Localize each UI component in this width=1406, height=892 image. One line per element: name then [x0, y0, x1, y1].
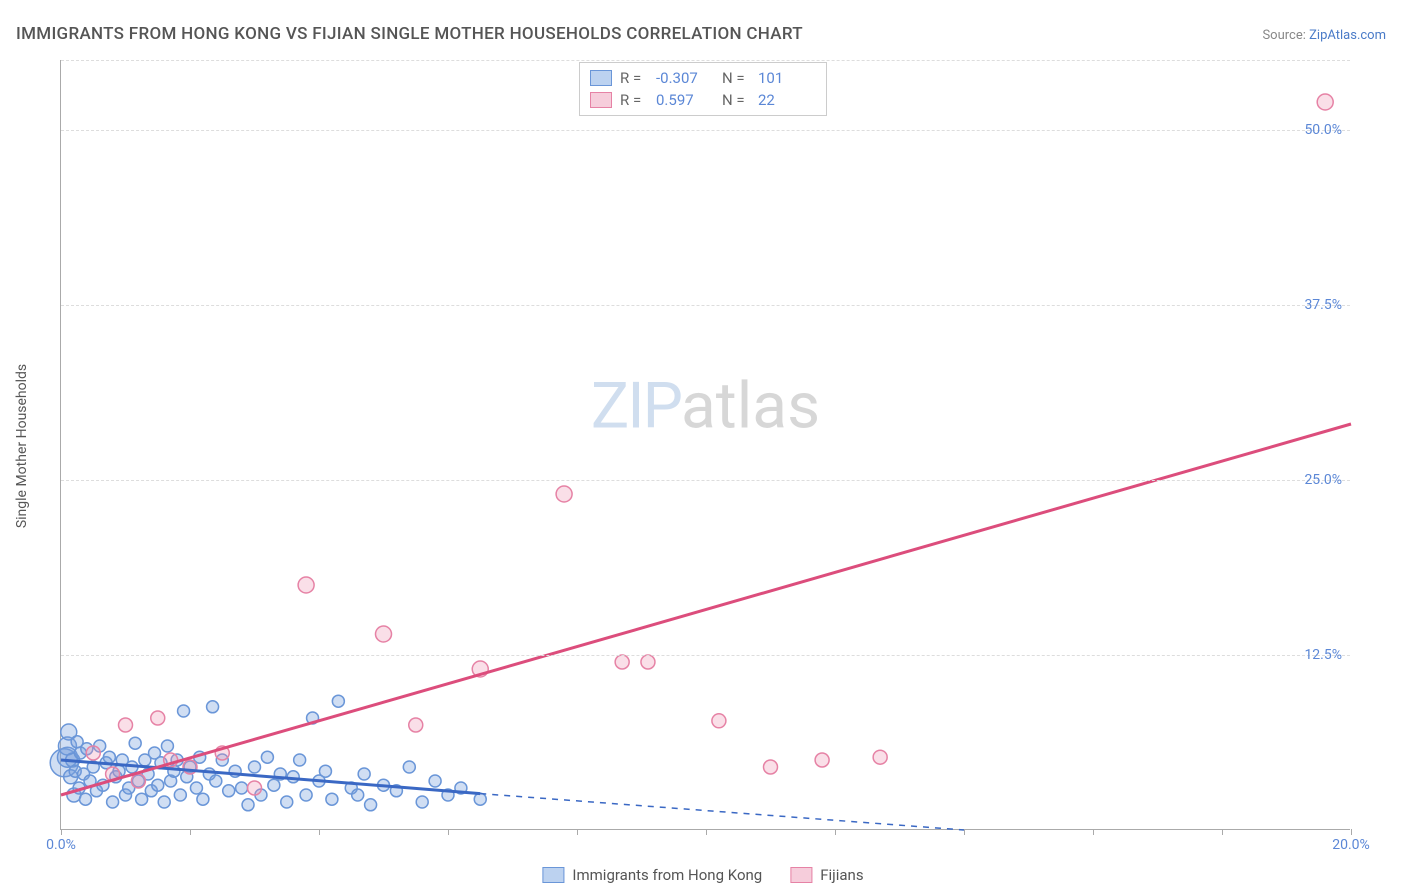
x-tick-label: 20.0% [1332, 837, 1370, 853]
n-value: 101 [758, 69, 816, 87]
scatter-point [119, 718, 133, 732]
scatter-svg [61, 60, 1350, 829]
n-value: 22 [758, 91, 816, 109]
x-tick [61, 829, 62, 835]
scatter-point [641, 655, 655, 669]
scatter-point [207, 701, 219, 713]
scatter-point [815, 753, 829, 767]
scatter-point [210, 775, 222, 787]
scatter-point [712, 714, 726, 728]
x-tick [1222, 829, 1223, 835]
gridline-h [61, 480, 1350, 481]
scatter-point [136, 793, 148, 805]
gridline-h [61, 655, 1350, 656]
trend-line-extrapolated [480, 794, 964, 830]
gridline-h [61, 60, 1350, 61]
legend-swatch [590, 70, 612, 86]
scatter-point [326, 793, 338, 805]
legend-correlation-box: R = -0.307 N = 101 R = 0.597 N = 22 [579, 62, 827, 116]
y-axis-label: Single Mother Households [14, 364, 30, 528]
legend-swatch [590, 92, 612, 108]
x-tick [319, 829, 320, 835]
scatter-point [268, 779, 280, 791]
scatter-point [376, 626, 392, 642]
n-label: N = [722, 91, 750, 109]
chart-title: IMMIGRANTS FROM HONG KONG VS FIJIAN SING… [16, 24, 803, 44]
scatter-point [242, 799, 254, 811]
x-tick [1093, 829, 1094, 835]
r-value: -0.307 [656, 69, 714, 87]
gridline-h [61, 305, 1350, 306]
scatter-point [261, 751, 273, 763]
legend-item: Fijians [790, 866, 863, 884]
x-tick [1351, 829, 1352, 835]
n-label: N = [722, 69, 750, 87]
scatter-point [298, 577, 314, 593]
x-tick [577, 829, 578, 835]
scatter-point [152, 779, 164, 791]
source-attribution: Source: ZipAtlas.com [1262, 28, 1386, 43]
scatter-point [103, 751, 115, 763]
scatter-point [249, 761, 261, 773]
scatter-point [764, 760, 778, 774]
scatter-point [474, 793, 486, 805]
scatter-point [151, 711, 165, 725]
y-tick-label: 12.5% [1304, 647, 1342, 663]
scatter-point [174, 789, 186, 801]
r-value: 0.597 [656, 91, 714, 109]
scatter-point [294, 754, 306, 766]
x-tick [835, 829, 836, 835]
scatter-point [556, 486, 572, 502]
scatter-point [873, 750, 887, 764]
y-tick-label: 25.0% [1304, 472, 1342, 488]
r-label: R = [620, 69, 648, 87]
scatter-point [107, 796, 119, 808]
r-label: R = [620, 91, 648, 109]
scatter-point [248, 781, 262, 795]
x-tick [964, 829, 965, 835]
scatter-point [86, 746, 100, 760]
legend-item: Immigrants from Hong Kong [542, 866, 762, 884]
scatter-point [80, 793, 92, 805]
legend-swatch [790, 867, 812, 883]
gridline-h [61, 130, 1350, 131]
scatter-point [197, 793, 209, 805]
scatter-point [161, 740, 173, 752]
x-tick [190, 829, 191, 835]
y-tick-label: 50.0% [1304, 122, 1342, 138]
scatter-point [365, 799, 377, 811]
scatter-point [403, 761, 415, 773]
scatter-point [129, 737, 141, 749]
plot-area: ZIPatlas 12.5%25.0%37.5%50.0%0.0%20.0% [60, 60, 1350, 830]
scatter-point [358, 768, 370, 780]
scatter-point [158, 796, 170, 808]
scatter-point [409, 718, 423, 732]
scatter-point [1317, 94, 1333, 110]
scatter-point [131, 774, 145, 788]
scatter-point [429, 775, 441, 787]
scatter-point [416, 796, 428, 808]
legend-series: Immigrants from Hong Kong Fijians [542, 866, 863, 884]
scatter-point [332, 695, 344, 707]
source-label: Source: [1262, 28, 1305, 43]
x-tick [448, 829, 449, 835]
source-link[interactable]: ZipAtlas.com [1309, 28, 1386, 43]
scatter-point [281, 796, 293, 808]
scatter-point [178, 705, 190, 717]
x-tick [706, 829, 707, 835]
legend-correlation-row: R = -0.307 N = 101 [590, 67, 816, 89]
scatter-point [300, 789, 312, 801]
scatter-point [190, 782, 202, 794]
y-tick-label: 37.5% [1304, 297, 1342, 313]
scatter-point [223, 785, 235, 797]
legend-correlation-row: R = 0.597 N = 22 [590, 89, 816, 111]
legend-swatch [542, 867, 564, 883]
scatter-point [352, 789, 364, 801]
scatter-point [615, 655, 629, 669]
x-tick-label: 0.0% [46, 837, 76, 853]
scatter-point [319, 765, 331, 777]
legend-label: Immigrants from Hong Kong [572, 866, 762, 884]
scatter-point [236, 782, 248, 794]
legend-label: Fijians [820, 866, 863, 884]
